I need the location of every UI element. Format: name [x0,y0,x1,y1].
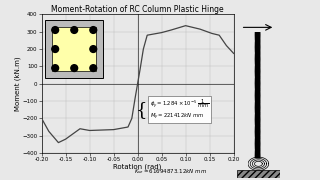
Circle shape [255,34,260,60]
Circle shape [255,46,260,72]
X-axis label: Rotation (rad): Rotation (rad) [113,164,162,170]
Text: {: { [136,101,147,119]
Text: $\phi_y=1.284\times10^{-5}\ \dfrac{1}{mm}$
$M_y=221412kN\ mm$: $\phi_y=1.284\times10^{-5}\ \dfrac{1}{mm… [150,98,209,122]
Circle shape [255,59,260,84]
Title: Moment-Rotation of RC Column Plastic Hinge: Moment-Rotation of RC Column Plastic Hin… [51,5,224,14]
Circle shape [255,131,260,156]
Circle shape [255,83,260,108]
Text: $K_{se}=61694873.12kN\ mm$: $K_{se}=61694873.12kN\ mm$ [134,168,207,176]
Circle shape [255,22,260,48]
Y-axis label: Moment (kN.m): Moment (kN.m) [14,56,21,111]
Circle shape [255,71,260,96]
Circle shape [255,95,260,120]
Circle shape [255,119,260,144]
Circle shape [255,107,260,132]
Circle shape [255,143,260,168]
